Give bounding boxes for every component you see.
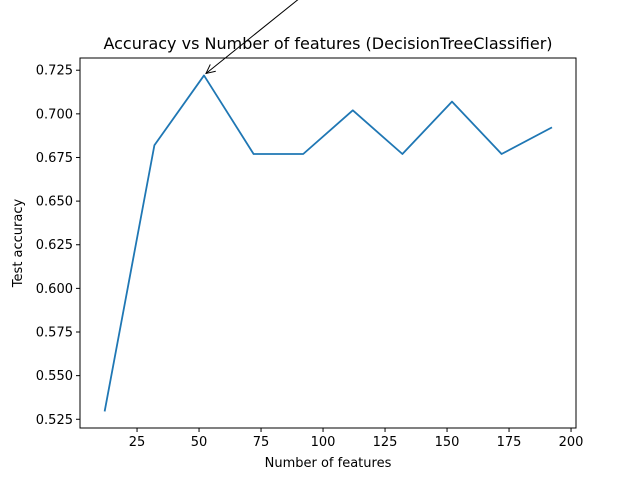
y-tick-label: 0.725 <box>36 64 73 79</box>
x-tick-label: 175 <box>497 435 522 450</box>
x-tick-label: 125 <box>373 435 398 450</box>
plot-area: 25 50 75 100 125 150 175 200 0.525 0.550 0.575 0.60… <box>36 0 584 450</box>
y-axis-label: Test accuracy <box>11 199 26 289</box>
chart-title: Accuracy vs Number of features (Decision… <box>103 34 552 53</box>
x-tick-label: 100 <box>311 435 336 450</box>
x-tick-label: 50 <box>191 435 208 450</box>
axes-frame <box>79 57 577 429</box>
y-tick-label: 0.575 <box>36 326 73 341</box>
y-tick-label: 0.525 <box>36 413 73 428</box>
x-tick-label: 200 <box>559 435 584 450</box>
x-tick-label: 150 <box>435 435 460 450</box>
x-tick-label: 75 <box>253 435 270 450</box>
series-line <box>103 74 553 412</box>
x-tick-label: 25 <box>129 435 146 450</box>
y-tick-label: 0.700 <box>36 107 73 122</box>
y-tick-label: 0.675 <box>36 151 73 166</box>
annotation-arrow-shaft <box>205 0 299 74</box>
y-tick-label: 0.550 <box>36 369 73 384</box>
y-tick-label: 0.650 <box>36 195 73 210</box>
y-tick-label: 0.600 <box>36 282 73 297</box>
y-tick-label: 0.625 <box>36 238 73 253</box>
x-axis-label: Number of features <box>265 456 392 471</box>
annotation-arrow-head <box>205 64 216 75</box>
